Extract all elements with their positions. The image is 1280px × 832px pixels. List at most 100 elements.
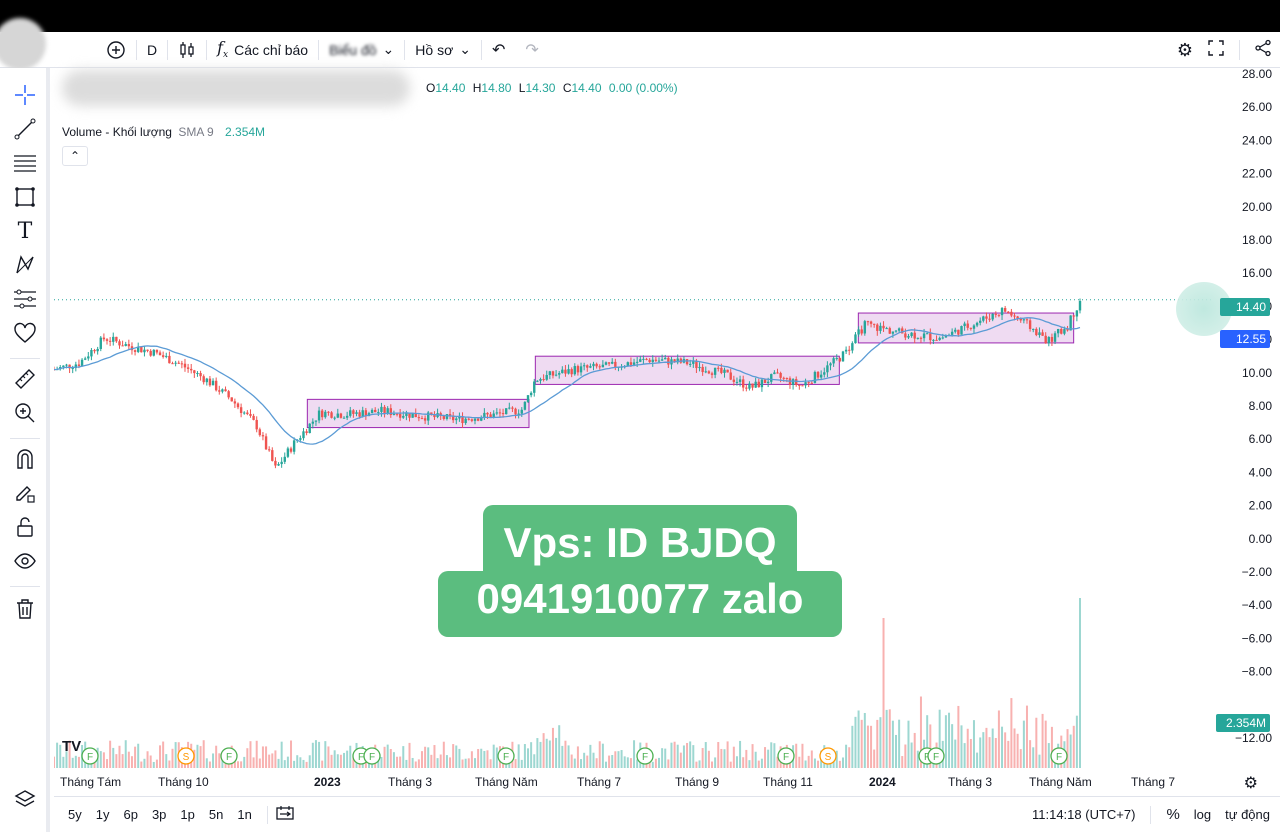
split-event-marker[interactable] bbox=[819, 747, 837, 765]
object-tree-tool[interactable] bbox=[12, 786, 38, 812]
pattern-tool[interactable] bbox=[12, 252, 38, 278]
volume-bar bbox=[601, 743, 604, 768]
magnet-tool[interactable] bbox=[12, 446, 38, 472]
collapse-legend-button[interactable]: ⌃ bbox=[62, 146, 88, 166]
text-tool[interactable]: T bbox=[12, 218, 38, 244]
candle-body bbox=[417, 417, 421, 419]
undo-button[interactable]: ↶ bbox=[482, 32, 515, 68]
candle-body bbox=[62, 365, 65, 368]
price-chart[interactable]: 28.0026.0024.0022.0020.0018.0016.0014.00… bbox=[54, 68, 1280, 768]
avatar[interactable] bbox=[0, 18, 46, 70]
templates-button[interactable]: Biểu đồ ⌄ bbox=[319, 32, 404, 68]
candle-body bbox=[997, 314, 1001, 316]
range-button-1n[interactable]: 1n bbox=[237, 807, 252, 822]
volume-bar bbox=[321, 760, 324, 768]
fib-tool[interactable] bbox=[12, 150, 38, 176]
candle-body bbox=[470, 419, 474, 421]
clock-display[interactable]: 11:14:18 (UTC+7) bbox=[1031, 807, 1136, 822]
volume-bar bbox=[882, 618, 885, 768]
financial-event-marker[interactable] bbox=[220, 747, 238, 765]
range-button-1p[interactable]: 1p bbox=[180, 807, 195, 822]
visibility-tool[interactable] bbox=[12, 548, 38, 574]
financial-event-marker[interactable] bbox=[81, 747, 99, 765]
share-button[interactable] bbox=[1254, 39, 1272, 62]
crosshair-tool[interactable] bbox=[12, 82, 38, 108]
candle-body bbox=[872, 323, 876, 325]
fullscreen-button[interactable] bbox=[1207, 39, 1225, 62]
chart-type-button[interactable] bbox=[168, 32, 206, 68]
price-tick-label: −6.00 bbox=[1242, 631, 1273, 645]
financial-event-marker[interactable] bbox=[1050, 747, 1068, 765]
auto-scale-button[interactable]: tự động bbox=[1225, 807, 1270, 822]
candle-body bbox=[632, 362, 636, 365]
financial-event-marker[interactable] bbox=[363, 747, 381, 765]
candle-body bbox=[717, 367, 720, 369]
volume-bar bbox=[876, 719, 879, 768]
split-event-marker[interactable] bbox=[177, 747, 195, 765]
volume-bar bbox=[841, 757, 844, 768]
add-symbol-button[interactable] bbox=[96, 32, 136, 68]
remove-drawings-tool[interactable] bbox=[12, 596, 38, 622]
stay-drawing-tool[interactable] bbox=[12, 480, 38, 506]
volume-bar bbox=[54, 756, 55, 768]
candle-body bbox=[255, 419, 258, 430]
volume-bar bbox=[966, 728, 969, 768]
financial-event-marker[interactable] bbox=[777, 747, 795, 765]
range-button-3p[interactable]: 3p bbox=[151, 807, 167, 822]
volume-bar bbox=[271, 753, 274, 768]
volume-bar bbox=[202, 740, 205, 768]
rectangle-tool[interactable] bbox=[12, 184, 38, 210]
candle-body bbox=[932, 339, 935, 341]
candle-body bbox=[140, 346, 143, 353]
candle-body bbox=[941, 337, 944, 339]
financial-event-marker[interactable] bbox=[497, 747, 515, 765]
financial-event-marker[interactable] bbox=[636, 747, 654, 765]
candle-body bbox=[763, 379, 767, 384]
volume-bar bbox=[764, 747, 767, 768]
volume-bar bbox=[589, 744, 592, 768]
zoom-tool[interactable] bbox=[12, 400, 38, 426]
settings-button[interactable]: ⚙ bbox=[1176, 39, 1193, 60]
candle-body bbox=[289, 448, 293, 452]
volume-bar bbox=[583, 752, 586, 768]
consolidation-box[interactable] bbox=[857, 312, 1075, 344]
candle-body bbox=[816, 371, 820, 378]
candle-body bbox=[483, 412, 486, 418]
chevron-down-icon: ⌄ bbox=[459, 41, 471, 57]
volume-bar bbox=[349, 745, 352, 768]
time-axis[interactable]: Tháng Tám Tháng 10 2023 Tháng 3 Tháng Năm Thá… bbox=[54, 768, 1280, 796]
volume-bar bbox=[255, 740, 258, 768]
trend-line-tool[interactable] bbox=[12, 116, 38, 142]
candle-body bbox=[770, 374, 773, 382]
interval-button[interactable]: D bbox=[137, 32, 167, 68]
time-tick-label: Tháng Tám bbox=[60, 775, 122, 789]
candle-body bbox=[586, 365, 589, 368]
range-button-5y[interactable]: 5y bbox=[68, 807, 82, 822]
volume-bar bbox=[424, 746, 427, 768]
candle-body bbox=[604, 362, 608, 365]
profile-button[interactable]: Hồ sơ ⌄ bbox=[405, 32, 481, 68]
price-axis[interactable]: 28.0026.0024.0022.0020.0018.0016.0014.00… bbox=[1235, 68, 1272, 745]
favorites-tool[interactable] bbox=[12, 320, 38, 346]
lock-tool[interactable] bbox=[12, 514, 38, 540]
percent-scale-button[interactable]: % bbox=[1166, 806, 1180, 823]
range-button-1y[interactable]: 1y bbox=[95, 807, 110, 822]
candle-body bbox=[922, 333, 926, 339]
range-button-6p[interactable]: 6p bbox=[123, 807, 138, 822]
time-axis-settings-button[interactable]: ⚙ bbox=[1244, 773, 1258, 793]
candle-body bbox=[283, 456, 286, 462]
compare-range-button[interactable] bbox=[276, 805, 294, 824]
candle-body bbox=[146, 349, 149, 351]
log-scale-button[interactable]: log bbox=[1193, 807, 1212, 822]
indicators-button[interactable]: fx Các chỉ báo bbox=[207, 32, 318, 68]
prediction-tool[interactable] bbox=[12, 286, 38, 312]
financial-event-marker[interactable] bbox=[927, 747, 945, 765]
range-button-5n[interactable]: 5n bbox=[208, 807, 224, 822]
redo-button[interactable]: ↷ bbox=[515, 32, 548, 68]
volume-bar bbox=[1010, 698, 1013, 768]
candle-body bbox=[748, 383, 751, 389]
ruler-tool[interactable] bbox=[12, 366, 38, 392]
volume-bar bbox=[676, 744, 679, 768]
candle-body bbox=[1069, 315, 1072, 331]
volume-bar bbox=[667, 759, 670, 768]
